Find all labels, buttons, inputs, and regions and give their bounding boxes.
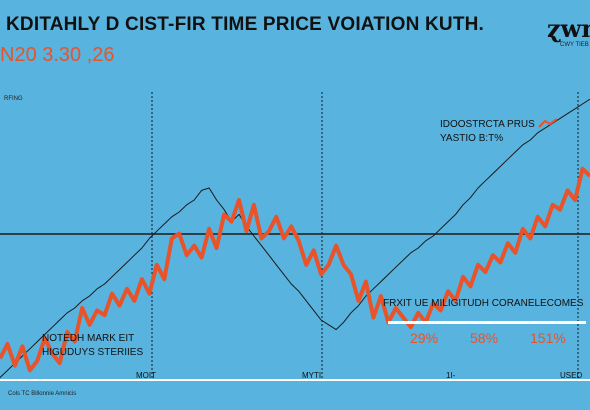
brand-logo: ɀwn [547,14,590,43]
source-footnote: Cols TC Billonnie Amnicis [8,391,77,397]
brand-tagline: CWY TIEB [560,42,589,48]
fx-value-2: 58% [470,330,499,346]
axis-tag-4: USED [560,371,583,380]
fx-panel-divider [388,321,586,324]
fx-value-1: 29% [410,330,439,346]
series-reference-line [0,98,590,378]
annotation-line-2: HIGUDUYS STERIIES [42,347,144,358]
series-layer [0,98,590,378]
fx-value-3: 151% [530,330,566,346]
series-main-line [0,166,590,373]
legend-entry-1: IDOOSTRCTA PRUS [440,119,535,130]
legend-swatch [538,118,558,128]
chart-subtitle: N20 3.30 ,26 [0,44,115,66]
axis-tag-3: 1I- [446,371,456,380]
annotation-note: NOTEDH MARK EIT HIGUDUYS STERIIES [42,332,143,360]
fx-panel-title: FRXIT UE MILIGITUDH CORANELECOMES [383,298,584,309]
annotation-line-1: NOTEDH MARK EIT [42,333,135,344]
axis-caption: RFING [4,96,23,102]
chart-title: KDITAHLY D CIST-FIR TIME PRICE VOIATION … [6,14,485,35]
legend-entry-2: YASTIO B:T% [440,133,504,144]
axis-tag-2: MYTI [302,371,322,380]
legend: IDOOSTRCTA PRUS YASTIO B:T% [440,118,535,146]
axis-tag-1: MOIT [136,371,156,380]
